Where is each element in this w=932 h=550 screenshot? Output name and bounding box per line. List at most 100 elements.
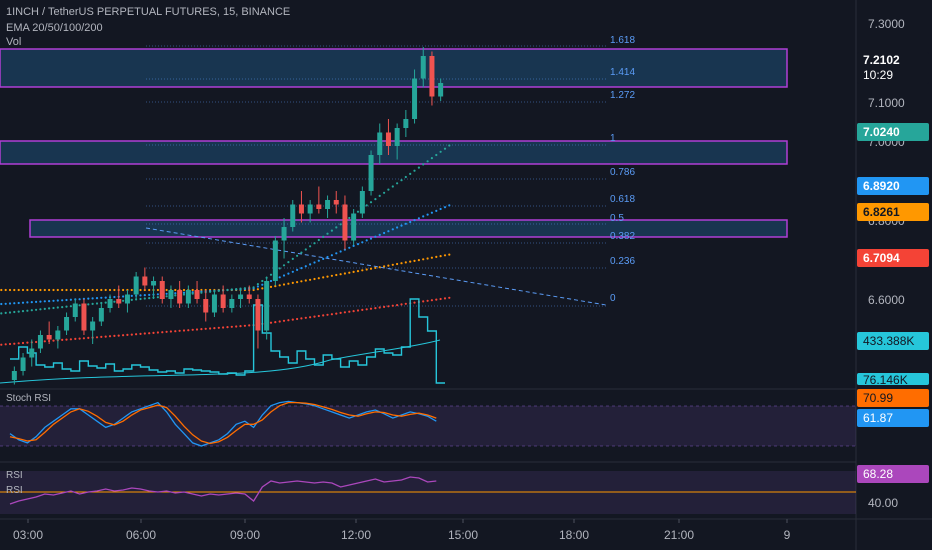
ema-dot xyxy=(443,254,447,257)
stoch-d-line xyxy=(9,401,437,445)
candle-body xyxy=(81,303,87,331)
ema-dot xyxy=(269,321,273,324)
time-axis-label: 21:00 xyxy=(663,528,695,542)
ema-dot xyxy=(439,207,442,211)
ema-dot xyxy=(426,299,429,302)
ema-dot xyxy=(200,288,203,292)
ema-dot xyxy=(404,261,407,264)
ema-dot xyxy=(26,309,29,312)
ema-dot xyxy=(356,243,360,246)
ema-dot xyxy=(182,288,186,292)
candle-body xyxy=(307,204,313,214)
candle-body xyxy=(281,227,287,241)
ema-dot xyxy=(35,288,38,292)
ema-dot xyxy=(278,276,281,279)
ema-dot xyxy=(335,252,338,255)
ema-dot xyxy=(326,232,329,235)
ema-dot xyxy=(191,288,194,292)
ema-dot xyxy=(30,301,33,304)
candlestick-series[interactable] xyxy=(11,47,444,385)
ema-dot xyxy=(317,314,320,318)
ema-dot xyxy=(169,330,172,333)
ema-dot xyxy=(287,272,290,275)
ema-indicator-label[interactable]: EMA 20/50/100/200 xyxy=(6,22,103,34)
ema-dot xyxy=(296,281,299,284)
stoch-rsi-label[interactable]: Stoch RSI xyxy=(6,393,52,404)
ema-dot xyxy=(91,302,94,305)
price-axis-label: 7.3000 xyxy=(868,17,905,31)
candle-body xyxy=(238,294,244,299)
rsi-label-2[interactable]: RSI xyxy=(6,485,23,496)
ema-dot xyxy=(322,257,325,260)
ema-dot xyxy=(156,288,159,292)
ema-dot xyxy=(439,297,442,301)
ema-dot xyxy=(156,331,159,334)
ema20-price-tag: 7.0240 xyxy=(857,123,929,141)
ema-dot xyxy=(100,335,103,338)
candle-body xyxy=(333,200,339,205)
ema-dot xyxy=(95,288,99,292)
ema-dot xyxy=(335,226,338,229)
fib-label-0: 0 xyxy=(610,293,616,304)
ema-dot xyxy=(261,279,264,283)
ema-dot xyxy=(296,268,299,271)
last-price-value: 7.2102 xyxy=(863,53,900,67)
rsi-axis-label: 40.00 xyxy=(868,496,899,510)
time-axis-label: 12:00 xyxy=(340,528,372,542)
ema-dot xyxy=(104,288,107,292)
ema-dot xyxy=(65,288,68,292)
ema-dot xyxy=(130,294,133,297)
ema-dot xyxy=(365,239,368,242)
time-axis-label: 18:00 xyxy=(558,528,590,542)
ema-dot xyxy=(387,305,390,308)
ema-dot xyxy=(200,328,203,331)
ema-dot xyxy=(235,325,238,328)
ema-dot xyxy=(326,313,329,316)
ema-dot xyxy=(139,332,142,335)
ema-dot xyxy=(69,288,72,292)
ema-dot xyxy=(252,286,255,289)
ema-dot xyxy=(21,288,25,292)
candle-body xyxy=(20,357,26,371)
ema-dot xyxy=(317,277,320,280)
candle-body xyxy=(11,371,17,380)
ema-dot xyxy=(52,339,55,342)
fib-label-1: 1 xyxy=(610,133,616,144)
ema-dot xyxy=(130,333,133,336)
ema-dot xyxy=(182,329,186,332)
candle-body xyxy=(246,294,252,299)
ema-dot xyxy=(235,288,238,291)
candle-body xyxy=(116,299,122,304)
ema-dot xyxy=(0,288,3,292)
volume-indicator-label[interactable]: Vol xyxy=(6,36,22,48)
candle-body xyxy=(385,132,391,146)
bar-countdown: 10:29 xyxy=(863,68,894,82)
ema-dot xyxy=(191,328,194,331)
highlight-zones[interactable] xyxy=(0,48,788,238)
ema-dot xyxy=(13,302,16,305)
ema-dot xyxy=(139,288,142,292)
ema-dot xyxy=(108,288,112,292)
candle-body xyxy=(133,276,139,295)
candle-body xyxy=(90,321,96,331)
ema-dot xyxy=(278,267,281,270)
ema-dot xyxy=(365,204,368,207)
ema-dot xyxy=(291,270,294,273)
rsi-label-1[interactable]: RSI xyxy=(6,470,23,481)
candle-body xyxy=(203,299,209,313)
ema-dot xyxy=(82,288,85,292)
ema-dot xyxy=(43,300,46,303)
ema-dot xyxy=(383,265,386,268)
ema-dot xyxy=(69,305,72,308)
ema-dot xyxy=(435,209,438,212)
ema-dot xyxy=(74,288,77,292)
candle-body xyxy=(394,128,400,146)
ema-dot xyxy=(387,264,390,267)
ema-dot xyxy=(100,288,103,292)
ema-dot xyxy=(400,262,403,265)
ema-dot xyxy=(356,270,360,273)
ema-dot xyxy=(48,300,51,303)
ema-dot xyxy=(21,341,25,345)
ema-dot xyxy=(17,310,20,313)
